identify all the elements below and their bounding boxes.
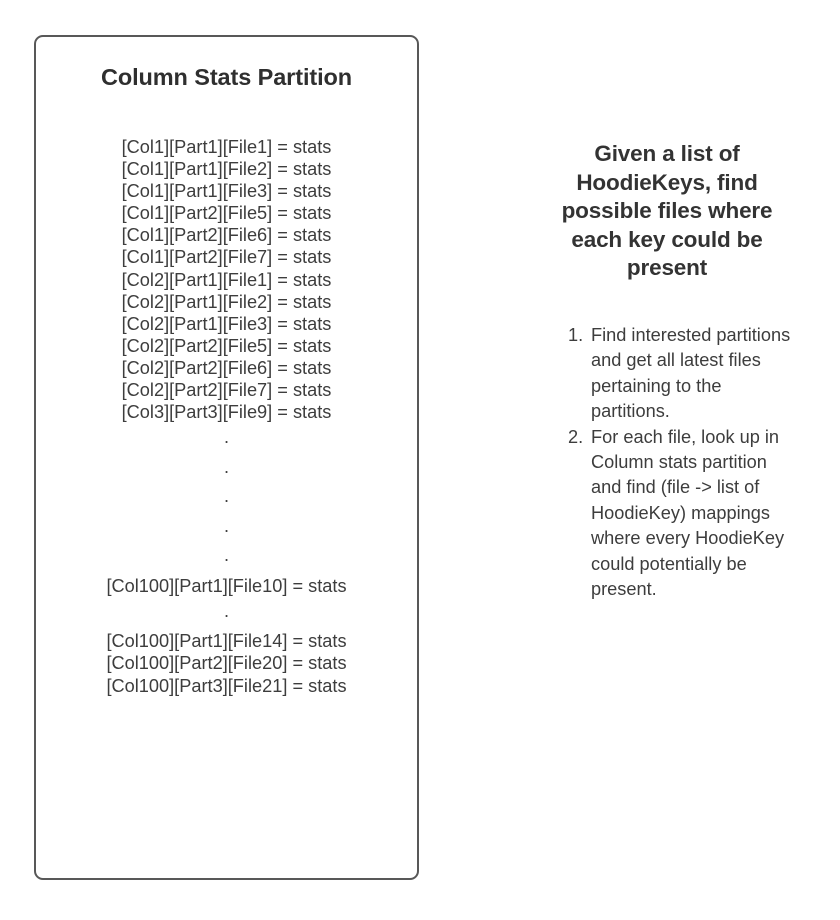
ellipsis-dot: . [223, 456, 230, 477]
step-text: Find interested partitions and get all l… [591, 324, 791, 422]
column-stats-entry: [Col1][Part1][File1] = stats [121, 137, 332, 157]
column-stats-entry: [Col1][Part2][File6] = stats [121, 225, 332, 246]
column-stats-entry: [Col1][Part1][File2] = stats [121, 159, 332, 180]
column-stats-entry: [Col1][Part1][File3] = stats [121, 181, 332, 202]
step-marker: 2. [568, 426, 584, 447]
ellipsis-dot: . [223, 427, 230, 448]
ellipsis-dot: . [223, 600, 230, 621]
column-stats-entry: [Col100][Part1][File10] = stats [106, 575, 347, 596]
column-stats-partition-panel: Column Stats Partition [Col1][Part1][Fil… [34, 35, 419, 880]
ellipsis-dot: . [223, 486, 230, 507]
step-marker: 1. [568, 324, 584, 345]
explanation-step: 2. For each file, look up in Column stats… [568, 425, 798, 603]
column-stats-entry: [Col2][Part1][File1] = stats [121, 269, 332, 290]
column-stats-entry: [Col1][Part2][File7] = stats [121, 247, 332, 268]
column-stats-entry: [Col2][Part2][File7] = stats [121, 380, 332, 401]
ellipsis-dot: . [223, 545, 230, 566]
column-stats-entry: [Col2][Part1][File3] = stats [121, 313, 332, 334]
column-stats-entry: [Col2][Part2][File5] = stats [121, 335, 332, 356]
column-stats-entry: [Col1][Part2][File5] = stats [121, 203, 332, 224]
explanation-column: Given a list of HoodieKeys, find possibl… [536, 140, 798, 602]
column-stats-entry: [Col100][Part2][File20] = stats [106, 653, 347, 674]
column-stats-entry: [Col3][Part3][File9] = stats [121, 402, 332, 423]
column-stats-entry: [Col2][Part2][File6] = stats [121, 357, 332, 378]
column-stats-entry: [Col100][Part1][File14] = stats [106, 631, 347, 652]
column-stats-entry: [Col2][Part1][File2] = stats [121, 291, 332, 312]
explanation-steps-list: 1. Find interested partitions and get all… [568, 323, 798, 602]
ellipsis-dot: . [223, 515, 230, 536]
column-stats-entry-list: [Col1][Part1][File1] = stats [Col1][Part1… [36, 136, 417, 697]
explanation-heading: Given a list of HoodieKeys, find possibl… [561, 141, 773, 281]
panel-title: Column Stats Partition [100, 64, 353, 90]
step-text: For each file, look up in Column stats p… [591, 426, 785, 600]
column-stats-entry: [Col100][Part3][File21] = stats [106, 675, 347, 696]
explanation-step: 1. Find interested partitions and get all… [568, 323, 798, 425]
